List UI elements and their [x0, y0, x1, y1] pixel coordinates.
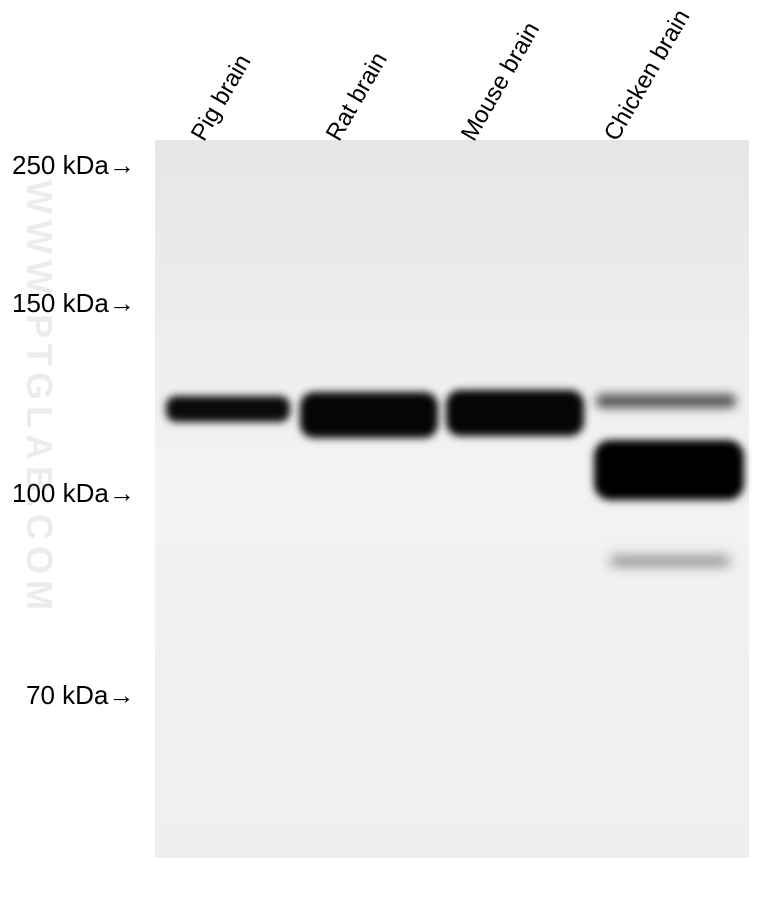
marker-label-0: 250 kDa→: [12, 150, 135, 181]
band-4: [594, 440, 744, 500]
lane-label-0: Pig brain: [186, 50, 258, 146]
band-1: [300, 392, 438, 438]
watermark-text: WWW.PTGLAB.COM: [18, 180, 60, 616]
lane-label-2: Mouse brain: [456, 18, 546, 146]
figure-container: Pig brain Rat brain Mouse brain Chicken bra…: [0, 0, 760, 900]
band-0: [166, 396, 290, 422]
band-5: [610, 556, 730, 566]
band-3: [596, 394, 736, 408]
marker-label-3: 70 kDa→: [26, 680, 134, 711]
lane-label-1: Rat brain: [321, 48, 394, 146]
lane-label-3: Chicken brain: [599, 5, 697, 146]
band-2: [446, 390, 584, 436]
